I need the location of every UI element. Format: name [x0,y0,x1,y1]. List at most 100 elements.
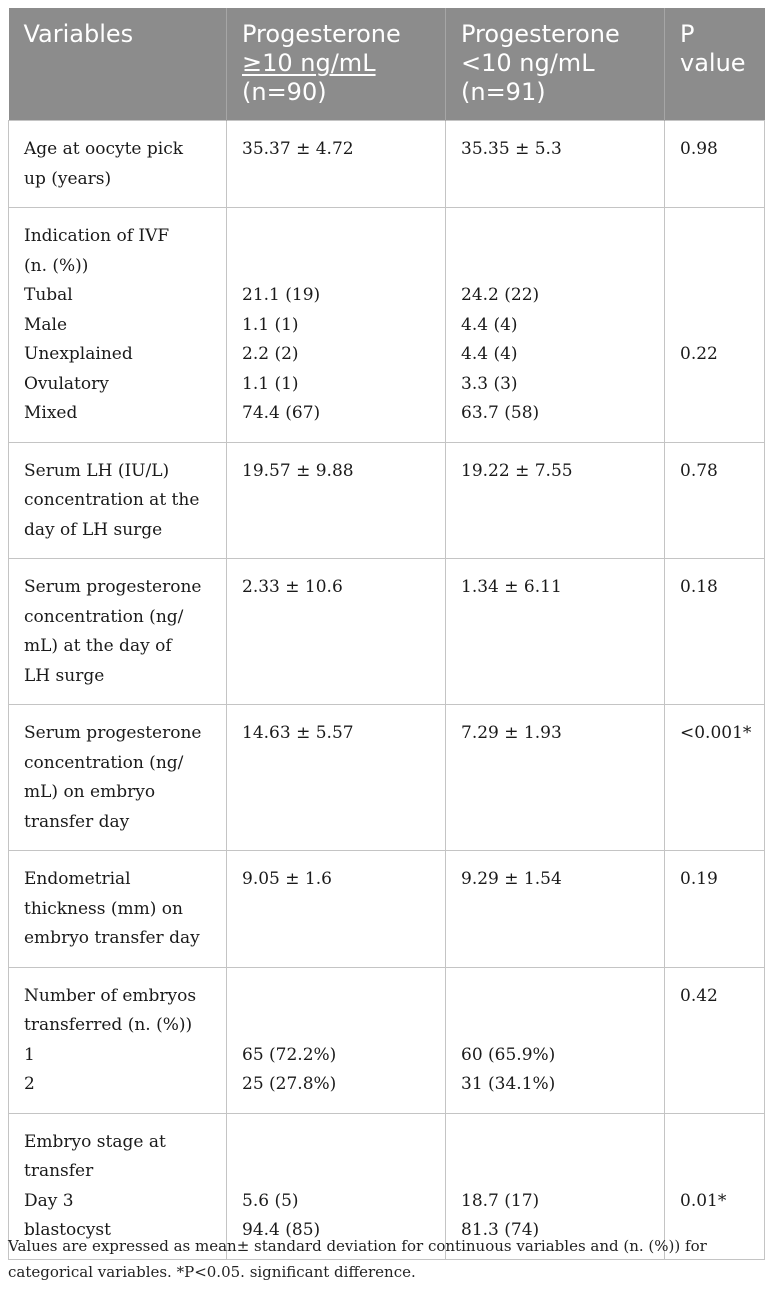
cell-line: 35.35 ± 5.3 [461,139,562,159]
cell-variable: Number of embryos transferred (n. (%)) 1… [8,966,227,1114]
cell-line: 1 [24,1044,35,1065]
cell-line: 0.98 [680,139,718,159]
cell-line: Serum progesterone [24,577,202,597]
spacer [680,1157,750,1187]
cell-line: Male [24,314,68,335]
cell-line: 60 (65.9%) [461,1044,556,1065]
cell-line: embryo transfer day [24,928,200,948]
cell-line: 18.7 (17) [461,1190,540,1211]
cell-line: Day 3 [24,1190,74,1211]
header-variables: Variables [8,8,227,121]
spacer [461,1128,650,1158]
cell-line: mL) on embryo [24,782,156,802]
cell-line: 0.78 [680,460,718,481]
cell-line: day of LH surge [24,519,163,540]
header-line: Progesterone [461,20,620,48]
cell-line: 65 (72.2%) [242,1044,337,1065]
cell-line: concentration at the [24,490,200,510]
data-table: Variables Progesterone ≥10 ng/mL (n=90) … [8,8,765,1260]
cell-line: 31 (34.1%) [461,1074,556,1094]
cell-line: 24.2 (22) [461,285,540,305]
cell-low: 35.35 ± 5.3 [445,120,665,208]
cell-p: 0.19 [664,850,765,968]
cell-line: 63.7 (58) [461,403,540,423]
table-row: Serum progesterone concentration (ng/ mL… [8,704,765,851]
cell-line: Serum progesterone [24,723,202,743]
cell-line: 4.4 (4) [461,314,518,335]
cell-line: concentration (ng/ [24,606,184,627]
cell-line: blastocyst [24,1220,111,1240]
cell-high: 65 (72.2%) 25 (27.8%) [226,966,446,1114]
cell-p: 0.78 [664,441,765,559]
cell-high: 35.37 ± 4.72 [226,120,446,208]
cell-line: thickness (mm) on [24,898,183,919]
cell-line: 0.18 [680,577,718,597]
cell-line: Endometrial [24,869,131,889]
cell-line: 35.37 ± 4.72 [242,139,354,159]
cell-variable: Age at oocyte pick up (years) [8,120,227,208]
cell-variable: Embryo stage at transfer Day 3 blastocys… [8,1112,227,1260]
cell-line: Ovulatory [24,373,109,394]
header-line: (n=90) [242,78,327,106]
cell-line: Number of embryos [24,985,197,1006]
cell-low: 24.2 (22) 4.4 (4) 4.4 (4) 3.3 (3) 63.7 (… [445,207,665,443]
cell-p: <0.001* [664,704,765,851]
cell-high: 5.6 (5) 94.4 (85) [226,1112,446,1260]
cell-p: 0.42 [664,966,765,1114]
cell-line: 1.1 (1) [242,314,299,335]
header-progesterone-low: Progesterone <10 ng/mL (n=91) [445,8,665,121]
table-footnote: Values are expressed as mean± standard d… [8,1233,764,1285]
spacer [242,252,431,282]
cell-line: 14.63 ± 5.57 [242,723,354,743]
header-line: ≥10 ng/mL [242,49,376,77]
table-row: Serum progesterone concentration (ng/ mL… [8,558,765,705]
spacer [461,1157,650,1187]
header-line: <10 ng/mL [461,49,595,77]
cell-low: 1.34 ± 6.11 [445,558,665,705]
cell-low: 7.29 ± 1.93 [445,704,665,851]
cell-variable: Serum progesterone concentration (ng/ mL… [8,558,227,705]
header-p-value: P value [664,8,765,121]
cell-line: 0.42 [680,985,718,1006]
footnote-line: Values are expressed as mean± standard d… [8,1237,707,1255]
cell-line: 94.4 (85) [242,1220,321,1240]
cell-line: 9.29 ± 1.54 [461,869,562,889]
cell-line: Tubal [24,285,73,305]
header-line: (n=91) [461,78,546,106]
table-row: Serum LH (IU/L) concentration at the day… [8,441,765,559]
header-line: Variables [23,20,134,48]
cell-line: transferred (n. (%)) [24,1015,193,1035]
cell-line: 7.29 ± 1.93 [461,723,562,743]
cell-high: 14.63 ± 5.57 [226,704,446,851]
cell-p: 0.22 [664,207,765,443]
cell-variable: Endometrial thickness (mm) on embryo tra… [8,850,227,968]
cell-high: 2.33 ± 10.6 [226,558,446,705]
cell-line: Age at oocyte pick [24,139,184,159]
cell-line: LH surge [24,665,105,686]
cell-line: 19.57 ± 9.88 [242,460,354,481]
table-row: Indication of IVF (n. (%)) Tubal Male Un… [8,207,765,443]
spacer [242,1128,431,1158]
cell-low: 60 (65.9%) 31 (34.1%) [445,966,665,1114]
spacer [680,222,750,252]
spacer [242,1157,431,1187]
header-line: Progesterone [242,20,401,48]
cell-high: 19.57 ± 9.88 [226,441,446,559]
table-row: Endometrial thickness (mm) on embryo tra… [8,850,765,968]
table-row: Embryo stage at transfer Day 3 blastocys… [8,1112,765,1260]
cell-line: 9.05 ± 1.6 [242,869,332,889]
footnote-line: categorical variables. *P<0.05. signific… [8,1263,416,1281]
header-row: Variables Progesterone ≥10 ng/mL (n=90) … [8,8,765,121]
cell-line: 81.3 (74) [461,1220,540,1240]
spacer [461,1011,650,1041]
cell-line: 2.2 (2) [242,344,299,364]
cell-line: 5.6 (5) [242,1190,299,1211]
cell-p: 0.18 [664,558,765,705]
cell-line: 0.01* [680,1190,727,1211]
table-row: Age at oocyte pick up (years) 35.37 ± 4.… [8,120,765,208]
cell-variable: Serum LH (IU/L) concentration at the day… [8,441,227,559]
cell-line: 0.19 [680,869,718,889]
cell-line: 74.4 (67) [242,403,321,423]
cell-line: 2.33 ± 10.6 [242,577,343,597]
table-row: Number of embryos transferred (n. (%)) 1… [8,966,765,1114]
